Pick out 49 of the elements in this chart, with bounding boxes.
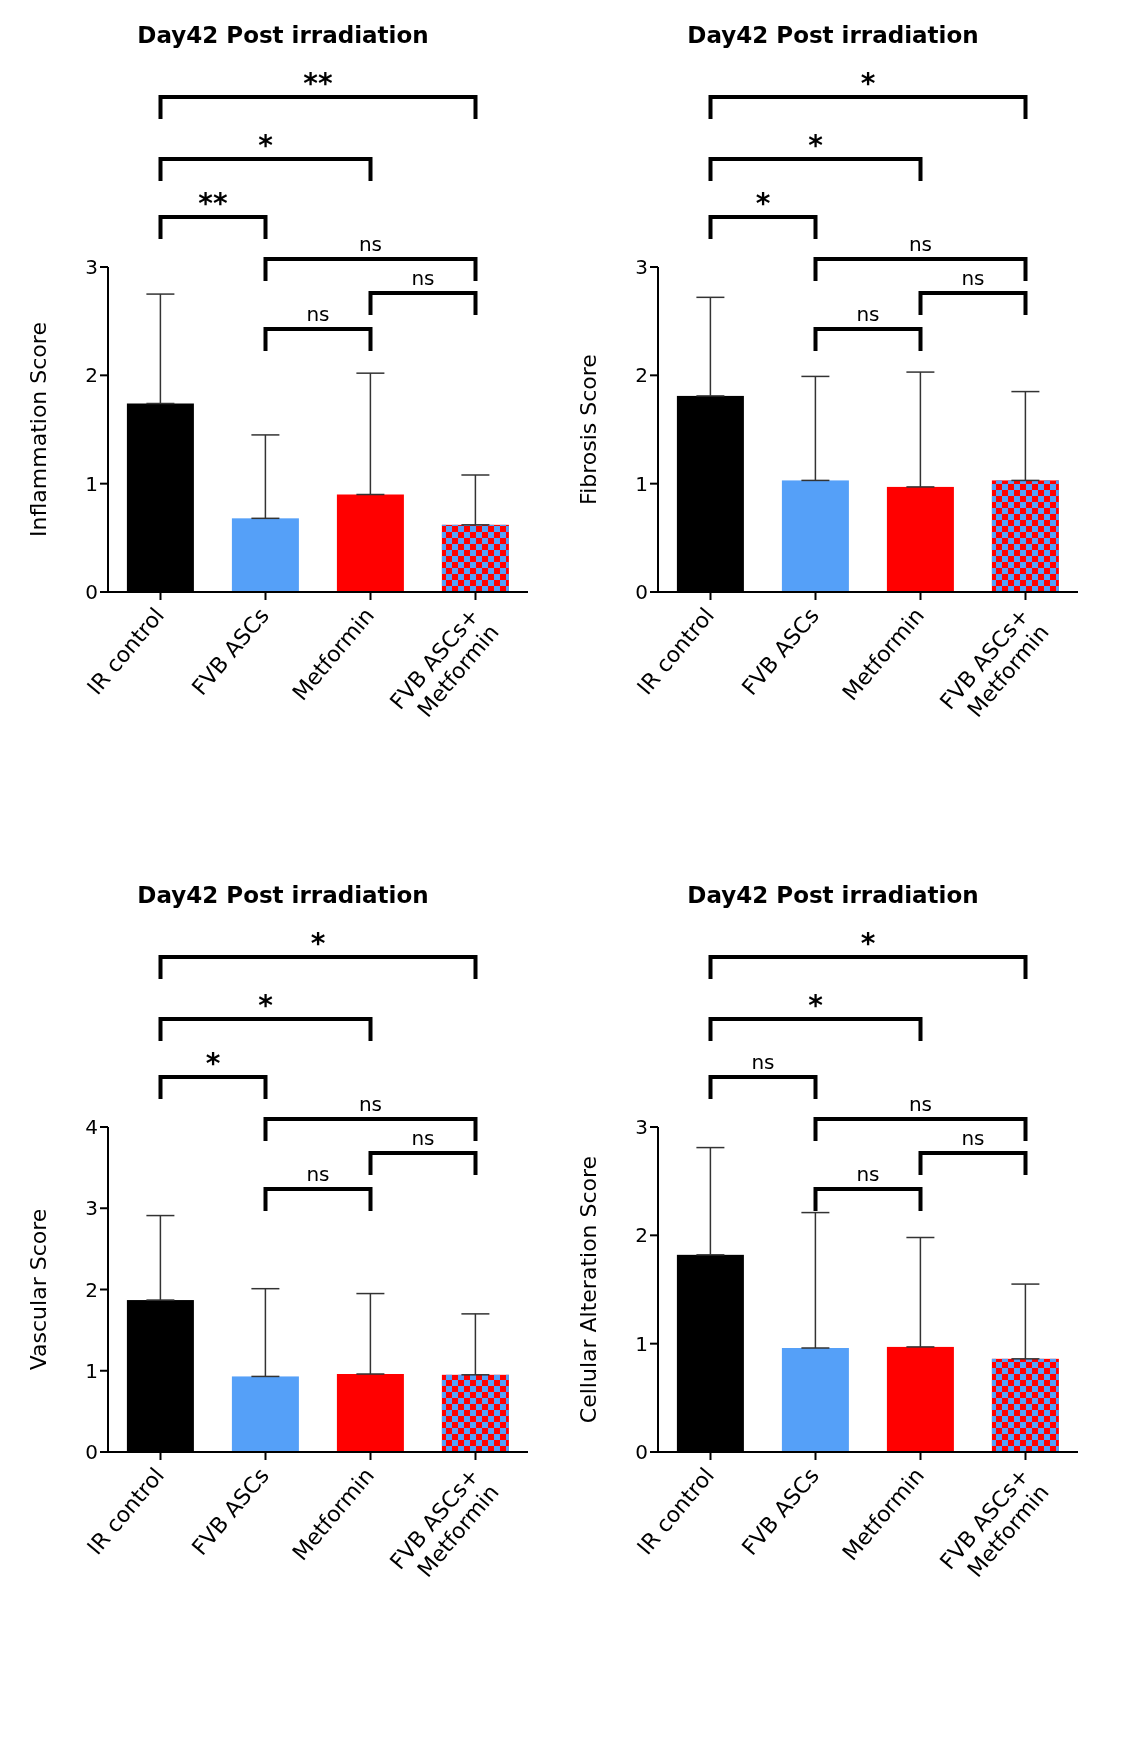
text: **	[303, 67, 333, 100]
text: ns	[908, 1092, 933, 1116]
y-tick-label: 3	[635, 255, 648, 280]
y-tick-label: 1	[85, 471, 98, 496]
text: ns	[751, 1050, 775, 1074]
annotation: ns	[306, 1162, 330, 1186]
y-tick-label: 0	[635, 1440, 648, 1465]
y-tick-label: 3	[635, 1115, 648, 1140]
annotation: ns	[961, 266, 985, 290]
text: *	[205, 1047, 221, 1080]
chart-title: Day42 Post irradiation	[136, 881, 430, 910]
chart-title: Day42 Post irradiation	[686, 21, 980, 50]
y-tick-label: 0	[85, 580, 98, 605]
y-axis-title: Inflammation Score	[25, 322, 51, 537]
annotation: ns	[411, 266, 435, 290]
y-tick-label: 3	[85, 1196, 98, 1221]
text: ns	[358, 232, 383, 256]
y-tick-label: 2	[85, 1277, 98, 1302]
text: ns	[908, 232, 933, 256]
y-tick-label: 1	[635, 471, 648, 496]
text: ns	[358, 1092, 383, 1116]
y-tick-label: 2	[635, 363, 648, 388]
chart-title: Day42 Post irradiation	[136, 21, 430, 50]
y-axis-title: Cellular Alteration Score	[575, 1155, 601, 1424]
annotation: ns	[306, 302, 330, 326]
y-tick-label: 3	[85, 255, 98, 280]
y-tick-label: 1	[85, 1358, 98, 1383]
y-tick-label: 0	[85, 1440, 98, 1465]
text: *	[258, 989, 274, 1022]
y-tick-label: 2	[635, 1223, 648, 1248]
text: *	[808, 129, 824, 162]
y-axis-title: Fibrosis Score	[575, 354, 601, 505]
annotation: ns	[856, 302, 880, 326]
chart-title: Day42 Post irradiation	[686, 881, 980, 910]
y-tick-label: 1	[635, 1331, 648, 1356]
text: *	[310, 927, 326, 960]
text: *	[755, 187, 771, 220]
text: *	[808, 989, 824, 1022]
annotation: ns	[961, 1126, 985, 1150]
text: *	[860, 67, 876, 100]
y-tick-label: 4	[85, 1115, 98, 1140]
annotation: ns	[856, 1162, 880, 1186]
text: *	[860, 927, 876, 960]
annotation: ns	[411, 1126, 435, 1150]
y-axis-title: Vascular Score	[25, 1208, 51, 1371]
text: *	[258, 129, 274, 162]
y-tick-label: 2	[85, 363, 98, 388]
y-tick-label: 0	[635, 580, 648, 605]
text: **	[198, 187, 228, 220]
